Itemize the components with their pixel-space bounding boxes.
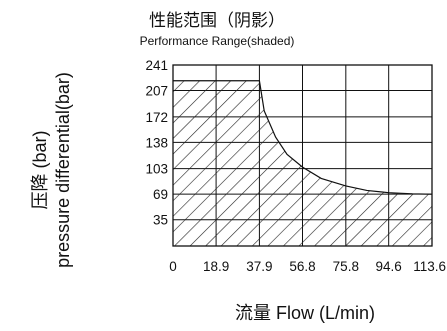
- x-tick-label: 0: [169, 259, 177, 274]
- x-tick-label: 56.8: [289, 259, 315, 274]
- y-tick-label: 138: [145, 135, 168, 150]
- performance-area: [173, 80, 432, 247]
- x-tick-label: 94.6: [376, 259, 402, 274]
- x-axis-label: 流量 Flow (L/min): [234, 303, 375, 323]
- y-tick-label: 35: [153, 213, 168, 228]
- chart-subtitle: Performance Range(shaded): [139, 34, 295, 48]
- y-tick-label: 69: [153, 187, 168, 202]
- performance-curve: [173, 80, 433, 195]
- y-ticks: 35 69 103 138 172 207 241: [145, 58, 168, 228]
- y-tick-label: 207: [145, 84, 168, 99]
- x-tick-label: 18.9: [203, 259, 229, 274]
- y-tick-label: 172: [145, 110, 168, 125]
- y-tick-label: 241: [145, 58, 168, 73]
- x-tick-label: 113.6: [413, 259, 446, 274]
- x-tick-label: 75.8: [333, 259, 359, 274]
- x-ticks: 0 18.9 37.9 56.8 75.8 94.6 113.6: [169, 259, 446, 274]
- plot-frame: [172, 64, 433, 247]
- chart-title: 性能范围（阴影）: [149, 11, 285, 30]
- y-tick-label: 103: [145, 162, 168, 177]
- x-tick-label: 37.9: [246, 259, 272, 274]
